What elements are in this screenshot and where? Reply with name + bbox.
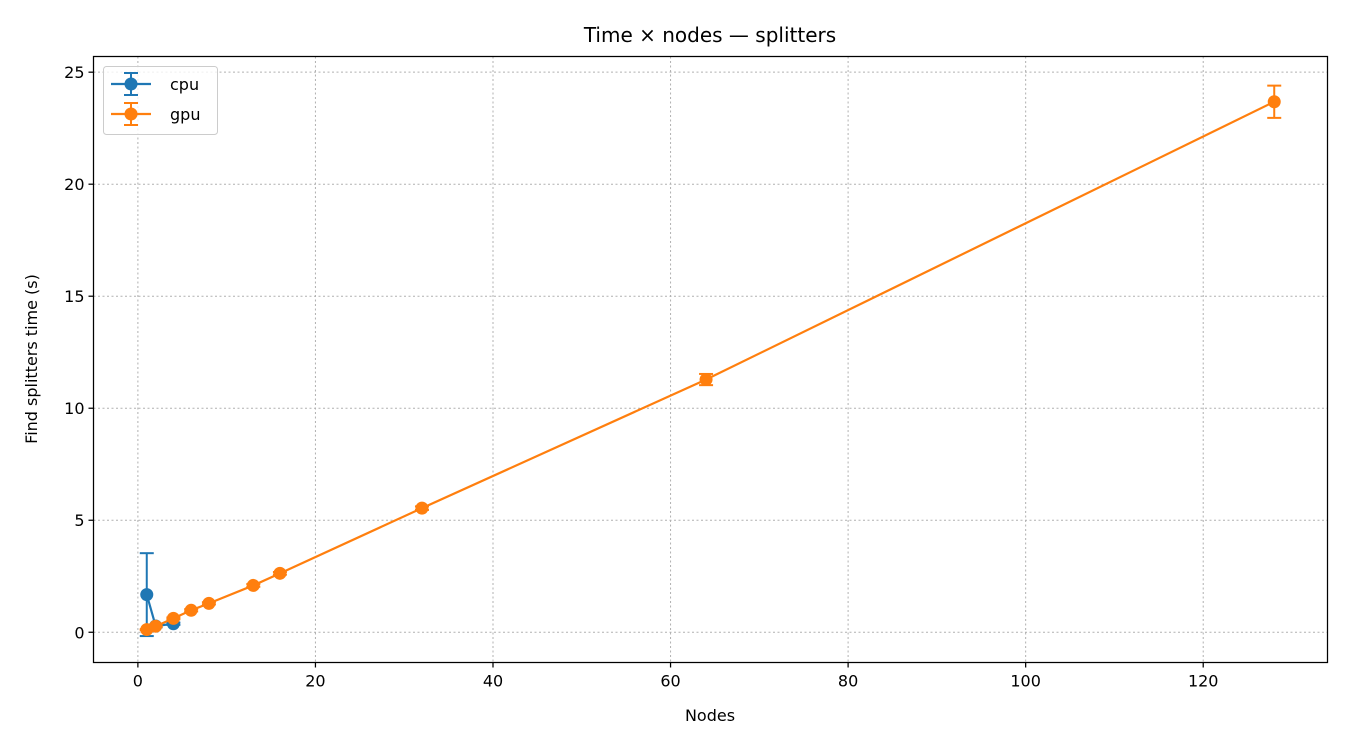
- data-point: [140, 588, 154, 602]
- data-point: [415, 501, 429, 515]
- x-tick-label: 60: [660, 672, 680, 691]
- x-tick-label: 100: [1010, 672, 1041, 691]
- y-tick-label: 20: [64, 175, 84, 194]
- data-point: [1267, 95, 1281, 109]
- data-point: [273, 566, 287, 580]
- y-axis-label: Find splitters time (s): [22, 274, 41, 444]
- series-line-gpu: [146, 100, 1275, 631]
- x-tick-label: 80: [838, 672, 858, 691]
- legend-label: cpu: [170, 75, 199, 94]
- axis-ticks: 0 20 40 60 80 100 120 0 5 10 15 20 25: [64, 63, 1218, 690]
- y-tick-label: 25: [64, 63, 84, 82]
- series-gpu: [139, 84, 1282, 637]
- x-tick-label: 20: [305, 672, 325, 691]
- x-tick-label: 120: [1188, 672, 1219, 691]
- y-tick-label: 15: [64, 287, 84, 306]
- y-tick-label: 5: [74, 511, 84, 530]
- legend: cpu gpu: [103, 66, 218, 135]
- grid: [93, 56, 1328, 663]
- data-point: [184, 603, 198, 617]
- legend-marker: [124, 77, 138, 91]
- x-tick-label: 0: [133, 672, 143, 691]
- legend-marker: [124, 107, 138, 121]
- plot-frame: [92, 55, 1329, 664]
- legend-box: [103, 66, 218, 135]
- data-point: [166, 611, 180, 625]
- data-point: [246, 578, 260, 592]
- legend-entry-gpu: gpu: [111, 102, 200, 126]
- chart-title: Time × nodes — splitters: [583, 23, 836, 47]
- x-tick-label: 40: [483, 672, 503, 691]
- series-layer: [139, 84, 1282, 638]
- y-tick-label: 10: [64, 399, 84, 418]
- data-point: [149, 619, 163, 633]
- data-point: [202, 596, 216, 610]
- x-axis-label: Nodes: [685, 706, 735, 725]
- legend-entry-cpu: cpu: [111, 72, 199, 96]
- data-point: [699, 373, 713, 387]
- legend-label: gpu: [170, 105, 200, 124]
- y-tick-label: 0: [74, 623, 84, 642]
